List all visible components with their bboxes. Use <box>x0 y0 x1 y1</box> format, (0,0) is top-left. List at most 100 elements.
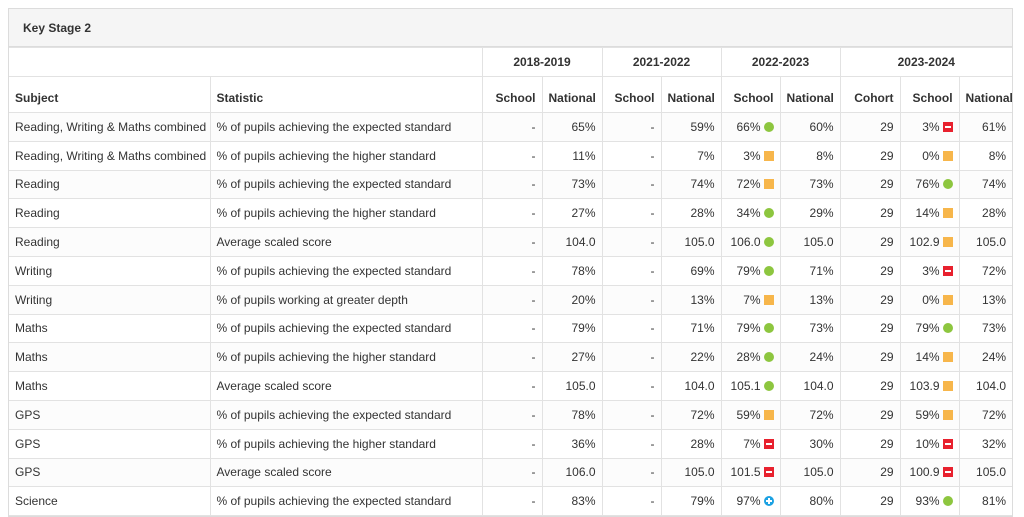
year-header: 2021-2022 <box>601 47 722 77</box>
text-cell: Writing <box>9 284 211 315</box>
column-row: Subject Statistic School National School Nati… <box>9 76 1013 113</box>
cell: 69% <box>660 255 722 286</box>
cell: 13% <box>779 284 841 315</box>
cell: 66% <box>720 112 781 142</box>
table-head: 2018-2019 2021-2022 2022-2023 2023-2024 Sub… <box>9 47 1013 113</box>
status-indicator <box>942 208 953 219</box>
status-indicator <box>942 438 953 449</box>
cell: 83% <box>541 486 603 517</box>
cell: 59% <box>899 399 960 430</box>
cell-value: 3% <box>922 119 940 134</box>
cell: 103.9 <box>899 371 960 401</box>
cell: 29 <box>839 428 901 459</box>
status-indicator <box>942 179 953 190</box>
status-indicator <box>942 121 953 132</box>
cell-value: 0% <box>922 292 940 307</box>
cell: 72% <box>720 169 781 200</box>
cell: - <box>601 169 662 200</box>
text-cell: Reading <box>9 227 211 257</box>
cell: 0% <box>899 284 960 315</box>
cell: 29 <box>839 140 901 171</box>
text-cell: % of pupils achieving the expected stand… <box>209 169 483 200</box>
status-indicator <box>763 150 774 161</box>
cell: 3% <box>720 140 781 171</box>
cell-value: 3% <box>922 263 940 278</box>
cell: 14% <box>899 198 960 229</box>
cell: - <box>481 486 543 517</box>
cell: 24% <box>958 342 1013 373</box>
year-header: 2023-2024 <box>839 47 1013 77</box>
cell: 105.0 <box>660 457 722 488</box>
cell: 105.1 <box>720 371 781 401</box>
cell: 73% <box>958 313 1013 344</box>
cell: 29 <box>839 486 901 517</box>
status-indicator <box>942 323 953 334</box>
table-row: Writing% of pupils achieving the expecte… <box>9 255 1013 286</box>
text-cell: Maths <box>9 313 211 344</box>
table-row: Maths% of pupils achieving the higher st… <box>9 342 1013 373</box>
cell: 7% <box>720 284 781 315</box>
cell: 3% <box>899 112 960 142</box>
column-header: National <box>541 76 603 113</box>
cell: - <box>481 169 543 200</box>
cell-value: 76% <box>915 177 940 192</box>
cell: 105.0 <box>541 371 603 401</box>
cell: - <box>601 112 662 142</box>
text-cell: % of pupils achieving the expected stand… <box>209 399 483 430</box>
column-header: National <box>779 76 841 113</box>
text-cell: Average scaled score <box>209 227 483 257</box>
table-row: Reading, Writing & Maths combined% of pu… <box>9 112 1013 142</box>
cell: 10% <box>899 428 960 459</box>
cell-value: 72% <box>736 177 761 192</box>
cell: 104.0 <box>541 227 603 257</box>
cell: - <box>601 399 662 430</box>
cell-value: 101.5 <box>730 465 761 480</box>
text-cell: Reading <box>9 198 211 229</box>
cell: 29 <box>839 371 901 401</box>
cell: 102.9 <box>899 227 960 257</box>
cell-value: 0% <box>922 148 940 163</box>
cell: 106.0 <box>720 227 781 257</box>
cell: 72% <box>779 399 841 430</box>
cell: - <box>601 255 662 286</box>
cell: 7% <box>660 140 722 171</box>
cell: 79% <box>899 313 960 344</box>
cell: 20% <box>541 284 603 315</box>
cell: - <box>481 112 543 142</box>
status-indicator <box>942 467 953 478</box>
cell-value: 59% <box>915 407 940 422</box>
table-row: Reading% of pupils achieving the expecte… <box>9 169 1013 200</box>
cell: 60% <box>779 112 841 142</box>
year-header: 2018-2019 <box>481 47 603 77</box>
cell: - <box>601 313 662 344</box>
status-indicator <box>763 294 774 305</box>
cell: 104.0 <box>779 371 841 401</box>
cell-value: 97% <box>736 494 761 509</box>
cell: - <box>601 428 662 459</box>
cell: 80% <box>779 486 841 517</box>
cell: 79% <box>541 313 603 344</box>
cell: 14% <box>899 342 960 373</box>
column-header: School <box>720 76 781 113</box>
cell: 105.0 <box>779 457 841 488</box>
cell: - <box>481 227 543 257</box>
table-row: Writing% of pupils working at greater de… <box>9 284 1013 315</box>
status-indicator <box>942 496 953 507</box>
cell: 106.0 <box>541 457 603 488</box>
cell: - <box>601 371 662 401</box>
cell: 3% <box>899 255 960 286</box>
text-cell: Average scaled score <box>209 371 483 401</box>
cell: 72% <box>958 399 1013 430</box>
cell: - <box>481 255 543 286</box>
cell: - <box>481 140 543 171</box>
cell: 104.0 <box>660 371 722 401</box>
cell: 29 <box>839 457 901 488</box>
cell: - <box>601 227 662 257</box>
cell: 28% <box>958 198 1013 229</box>
cell: 105.0 <box>958 227 1013 257</box>
text-cell: % of pupils achieving the expected stand… <box>209 313 483 344</box>
text-cell: Maths <box>9 371 211 401</box>
cell: 79% <box>720 313 781 344</box>
cell: 8% <box>958 140 1013 171</box>
